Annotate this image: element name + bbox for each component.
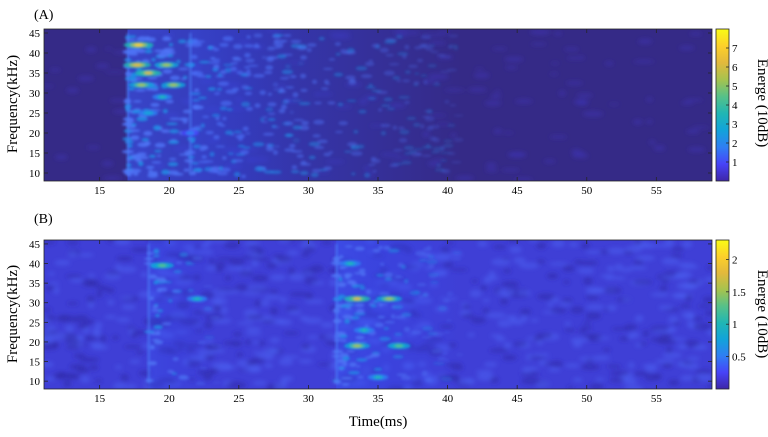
x-tick-label: 40 <box>442 393 454 405</box>
hotspot <box>181 129 199 137</box>
panel-b-y-axis-label: Frequency(kHz) <box>5 265 21 363</box>
colorbar-tick-label: 1 <box>732 319 738 331</box>
y-tick-label: 10 <box>29 376 41 388</box>
panel-b-label: (B) <box>34 212 53 227</box>
x-tick-label: 15 <box>94 185 106 197</box>
colorbar-tick-label: 1 <box>732 157 738 169</box>
hotspot <box>123 41 154 49</box>
panel-a-y-axis-label: Frequency(kHz) <box>5 55 21 153</box>
colorbar-gradient <box>715 239 730 390</box>
panel-b-plot-area <box>44 240 712 389</box>
hotspot <box>343 295 371 303</box>
x-tick-label: 25 <box>233 185 245 197</box>
y-tick-label: 30 <box>29 298 41 310</box>
y-tick-label: 20 <box>29 337 41 349</box>
hotspot <box>153 61 179 69</box>
hotspot <box>161 81 186 89</box>
hotspot <box>150 262 174 269</box>
x-tick-label: 45 <box>512 393 524 405</box>
event-onset-edge <box>189 33 192 175</box>
panel-b-colorbar: 0.5 1 1.5 2 <box>715 239 746 390</box>
colorbar-tick-label: 2 <box>732 138 738 150</box>
hotspot <box>344 342 371 350</box>
hotspots <box>123 41 199 137</box>
panel-a-colorbar: 1 2 3 4 5 6 7 <box>715 28 738 182</box>
panel-a-colorbar-label: Energe (10dB) <box>754 59 768 147</box>
event-onset-edge <box>335 244 338 383</box>
x-tick-label: 50 <box>581 185 593 197</box>
colorbar-tick-label: 6 <box>732 62 738 74</box>
event-onset-edge <box>147 244 150 383</box>
colorbar-tick-label: 1.5 <box>732 287 746 299</box>
x-tick-label: 15 <box>94 393 106 405</box>
y-tick-label: 35 <box>29 68 41 80</box>
panel-b-x-axis-label: Time(ms) <box>349 414 408 430</box>
colorbar-tick-label: 4 <box>732 100 738 112</box>
y-tick-label: 20 <box>29 128 41 140</box>
x-tick-label: 20 <box>164 185 176 197</box>
x-tick-label: 45 <box>512 185 524 197</box>
x-tick-label: 50 <box>581 393 593 405</box>
hotspot <box>123 61 152 69</box>
colorbar-tick-label: 3 <box>732 119 738 131</box>
x-tick-label: 30 <box>303 185 315 197</box>
panel-a-axes: 15 20 25 30 35 40 45 50 55 10 15 20 25 30 35 40 45 <box>29 28 713 197</box>
colorbar-tick-label: 5 <box>732 81 738 93</box>
x-tick-label: 25 <box>233 393 245 405</box>
y-tick-label: 10 <box>29 168 41 180</box>
x-tick-label: 35 <box>373 393 385 405</box>
y-tick-label: 45 <box>29 239 41 251</box>
y-tick-label: 25 <box>29 317 41 329</box>
event-onset-edge <box>126 33 129 175</box>
y-tick-label: 45 <box>29 28 41 40</box>
y-tick-label: 30 <box>29 88 41 100</box>
hotspot <box>135 69 162 77</box>
colorbar-tick-label: 7 <box>732 43 738 55</box>
hotspot <box>353 326 375 334</box>
hotspot <box>387 342 411 350</box>
panel-a-plot-area <box>44 29 712 181</box>
x-tick-label: 55 <box>651 393 663 405</box>
y-tick-label: 15 <box>29 148 41 160</box>
y-tick-label: 25 <box>29 108 41 120</box>
panel-b-colorbar-label: Energe (10dB) <box>754 270 768 358</box>
y-tick-label: 40 <box>29 48 41 60</box>
panel-b-axes: 15 20 25 30 35 40 45 50 55 10 15 20 25 30 35 40 45 <box>29 239 713 405</box>
y-tick-label: 40 <box>29 259 41 271</box>
hotspot <box>128 81 155 89</box>
x-tick-label: 20 <box>164 393 176 405</box>
y-tick-label: 15 <box>29 357 41 369</box>
x-tick-label: 55 <box>651 185 663 197</box>
panel-a-label: (A) <box>34 8 54 23</box>
panel-b: (B) 15 20 25 30 35 40 45 50 55 10 15 20 25 30 35 40 45 F… <box>5 212 768 430</box>
hotspot <box>376 295 403 303</box>
hotspot <box>152 93 173 101</box>
y-tick-label: 35 <box>29 278 41 290</box>
hotspots <box>150 260 411 381</box>
hotspot <box>367 374 389 381</box>
hotspot <box>138 109 158 117</box>
x-tick-label: 40 <box>442 185 454 197</box>
x-tick-label: 30 <box>303 393 315 405</box>
x-tick-label: 35 <box>373 185 385 197</box>
colorbar-tick-label: 2 <box>732 254 738 266</box>
colorbar-tick-label: 0.5 <box>732 352 746 364</box>
hotspot <box>186 295 208 303</box>
hotspot <box>339 260 361 267</box>
